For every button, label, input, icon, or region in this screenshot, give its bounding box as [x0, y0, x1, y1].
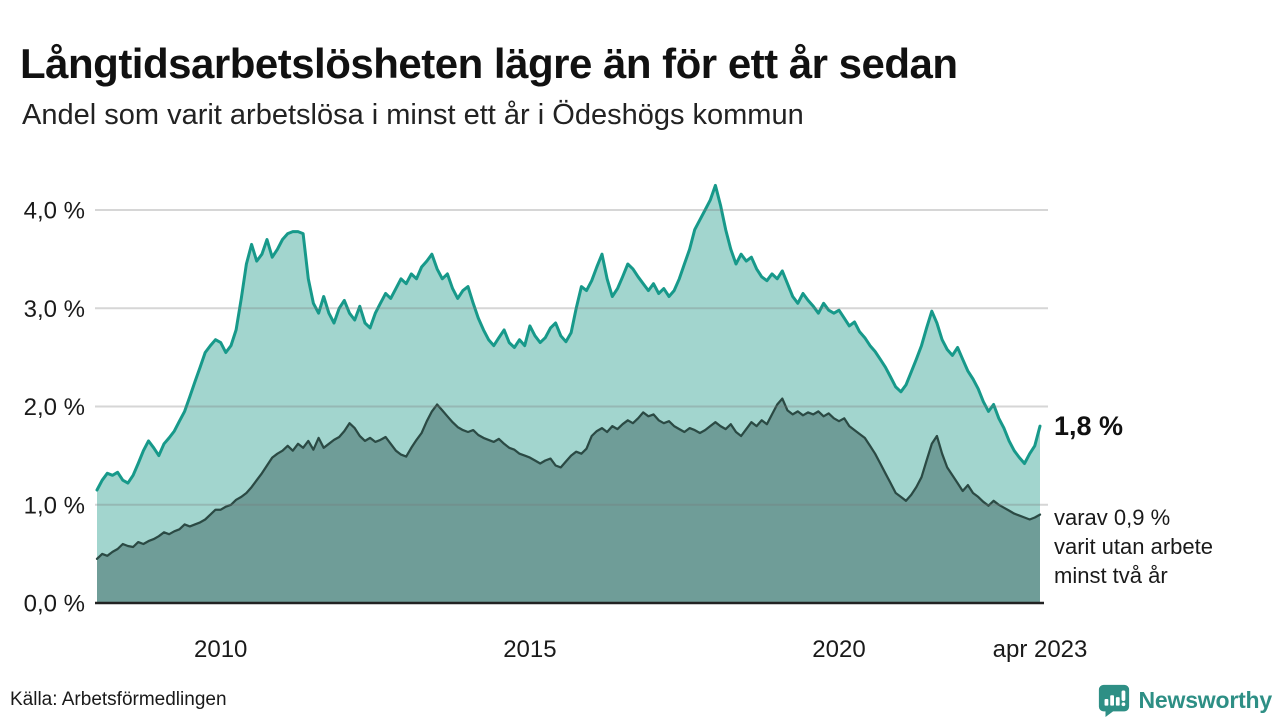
newsworthy-wordmark: Newsworthy [1138, 686, 1273, 713]
newsworthy-logo[interactable]: Newsworthy [1097, 683, 1272, 717]
x-tick-label-2020: 2020 [812, 636, 865, 663]
y-tick-label-0: 0,0 % [24, 591, 85, 618]
two-year-annotation: varav 0,9 % varit utan arbete minst två … [1054, 505, 1213, 588]
series-line-1 [95, 397, 1042, 560]
y-tick-label-2: 2,0 % [24, 394, 85, 421]
series-area-1 [97, 398, 1040, 603]
page-title: Långtidsarbetslösheten lägre än för ett … [20, 40, 958, 88]
y-tick-label-4: 4,0 % [24, 198, 85, 225]
y-tick-label-1: 1,0 % [24, 492, 85, 519]
series-line-0 [95, 183, 1042, 492]
x-tick-label-apr-2023: apr 2023 [993, 636, 1088, 663]
newsworthy-logo-icon [1098, 684, 1129, 717]
chart-subtitle: Andel som varit arbetslösa i minst ett å… [22, 99, 804, 131]
x-tick-label-2015: 2015 [503, 636, 556, 663]
x-tick-label-2010: 2010 [194, 636, 247, 663]
source-note: Källa: Arbetsförmedlingen [10, 689, 227, 710]
y-tick-label-3: 3,0 % [24, 296, 85, 323]
current-value-label: 1,8 % [1054, 411, 1124, 441]
